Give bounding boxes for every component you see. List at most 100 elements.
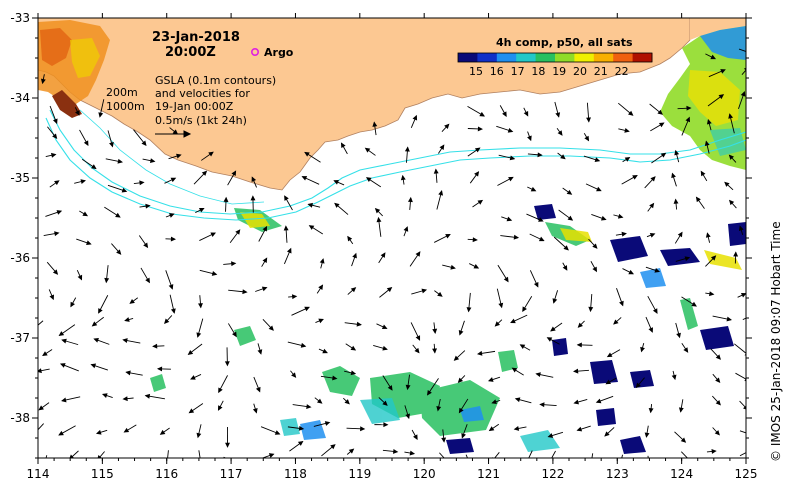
legend-line-1: GSLA (0.1m contours) — [155, 74, 276, 87]
velocity-arrowhead — [141, 140, 147, 147]
velocity-arrowhead — [42, 351, 48, 357]
velocity-arrowhead — [223, 196, 229, 202]
velocity-arrow — [494, 452, 500, 458]
scale-arrow — [155, 130, 192, 138]
velocity-arrow — [38, 423, 44, 431]
velocity-arrowhead — [510, 318, 516, 324]
velocity-arrowhead — [297, 440, 304, 446]
velocity-arrowhead — [671, 172, 676, 179]
velocity-arrowhead — [466, 307, 472, 313]
velocity-arrowhead — [374, 207, 381, 214]
velocity-arrowhead — [382, 400, 388, 406]
velocity-arrowhead — [98, 308, 103, 314]
sst-scatter-blue — [446, 204, 746, 454]
velocity-arrowhead — [54, 180, 60, 186]
velocity-arrowhead — [709, 291, 715, 297]
velocity-arrowhead — [660, 152, 667, 158]
velocity-arrowhead — [252, 408, 258, 414]
velocity-arrowhead — [400, 174, 406, 181]
velocity-arrowhead — [372, 121, 378, 127]
velocity-arrowhead — [436, 405, 442, 412]
velocity-arrowhead — [488, 426, 495, 432]
velocity-arrowhead — [686, 105, 692, 111]
velocity-arrowhead — [506, 216, 513, 222]
velocity-arrowhead — [250, 195, 256, 201]
velocity-arrowhead — [740, 90, 746, 97]
velocity-arrowhead — [595, 398, 602, 404]
velocity-arrowhead — [159, 429, 166, 435]
velocity-arrow — [38, 320, 44, 326]
velocity-arrowhead — [658, 122, 665, 128]
velocity-arrowhead — [190, 375, 196, 380]
velocity-arrowhead — [77, 274, 83, 281]
velocity-arrowhead — [123, 427, 130, 433]
velocity-arrowhead — [445, 234, 451, 239]
velocity-arrowhead — [728, 113, 734, 119]
velocity-arrowhead — [710, 255, 717, 261]
velocity-arrow — [734, 343, 746, 354]
velocity-arrowhead — [145, 277, 150, 284]
lon-tick-label: 114 — [27, 467, 50, 481]
velocity-arrowhead — [405, 413, 410, 420]
velocity-arrowhead — [352, 252, 357, 259]
lat-tick-label: -35 — [10, 171, 30, 185]
credit-label: © IMOS 25-Jan-2018 09:07 Hobart Time — [769, 221, 783, 462]
velocity-arrowhead — [291, 294, 298, 300]
velocity-arrowhead — [523, 110, 529, 117]
velocity-arrowhead — [234, 460, 238, 463]
velocity-arrowhead — [70, 301, 75, 308]
velocity-arrowhead — [409, 450, 416, 456]
legend-scale-label: 0.5m/s (1kt 24h) — [155, 114, 247, 127]
velocity-arrowhead — [508, 176, 514, 182]
velocity-arrowhead — [176, 153, 182, 159]
lon-tick-label: 117 — [220, 467, 243, 481]
velocity-arrow — [465, 454, 468, 458]
lon-tick-label: 119 — [348, 467, 371, 481]
velocity-arrowhead — [242, 289, 248, 295]
velocity-arrowhead — [586, 117, 591, 123]
velocity-arrowhead — [121, 470, 125, 474]
velocity-arrowhead — [98, 112, 104, 118]
velocity-arrowhead — [152, 343, 158, 349]
velocity-arrowhead — [196, 432, 202, 439]
velocity-arrow — [198, 450, 201, 458]
velocity-arrowhead — [365, 177, 372, 182]
velocity-arrowhead — [700, 170, 706, 177]
velocity-arrowhead — [421, 288, 428, 294]
velocity-arrowhead — [450, 264, 456, 270]
velocity-arrowhead — [650, 176, 656, 182]
colorbar-tick-label: 17 — [511, 65, 525, 78]
velocity-arrowhead — [350, 287, 357, 293]
velocity-arrowhead — [573, 399, 579, 405]
velocity-arrowhead — [624, 128, 630, 133]
colorbar-swatch — [574, 53, 595, 62]
velocity-arrowhead — [685, 116, 691, 123]
velocity-arrow — [551, 450, 556, 458]
velocity-arrowhead — [392, 448, 399, 454]
colorbar-tick-label: 20 — [573, 65, 587, 78]
velocity-arrowhead — [300, 342, 307, 348]
velocity-arrowhead — [350, 345, 357, 351]
isobath-1000m — [45, 117, 746, 221]
velocity-arrowhead — [718, 94, 725, 100]
colorbar-swatch — [477, 53, 498, 62]
velocity-arrowhead — [61, 397, 67, 403]
lon-tick-label: 121 — [477, 467, 500, 481]
lon-tick-label: 125 — [735, 467, 758, 481]
velocity-arrowhead — [444, 123, 450, 130]
velocity-arrowhead — [156, 366, 163, 372]
velocity-arrowhead — [360, 426, 366, 432]
date-label: 23-Jan-2018 — [152, 30, 240, 45]
velocity-arrowhead — [104, 277, 110, 284]
velocity-arrowhead — [503, 276, 509, 283]
velocity-arrowhead — [316, 398, 323, 404]
sst-patch-east-blue — [700, 26, 746, 60]
velocity-arrowhead — [56, 210, 63, 215]
velocity-arrowhead — [225, 442, 230, 448]
velocity-arrowhead — [80, 179, 86, 184]
argo-label: Argo — [264, 46, 294, 59]
velocity-arrowhead — [728, 154, 735, 160]
velocity-arrowhead — [101, 393, 108, 398]
velocity-arrowhead — [557, 130, 563, 136]
